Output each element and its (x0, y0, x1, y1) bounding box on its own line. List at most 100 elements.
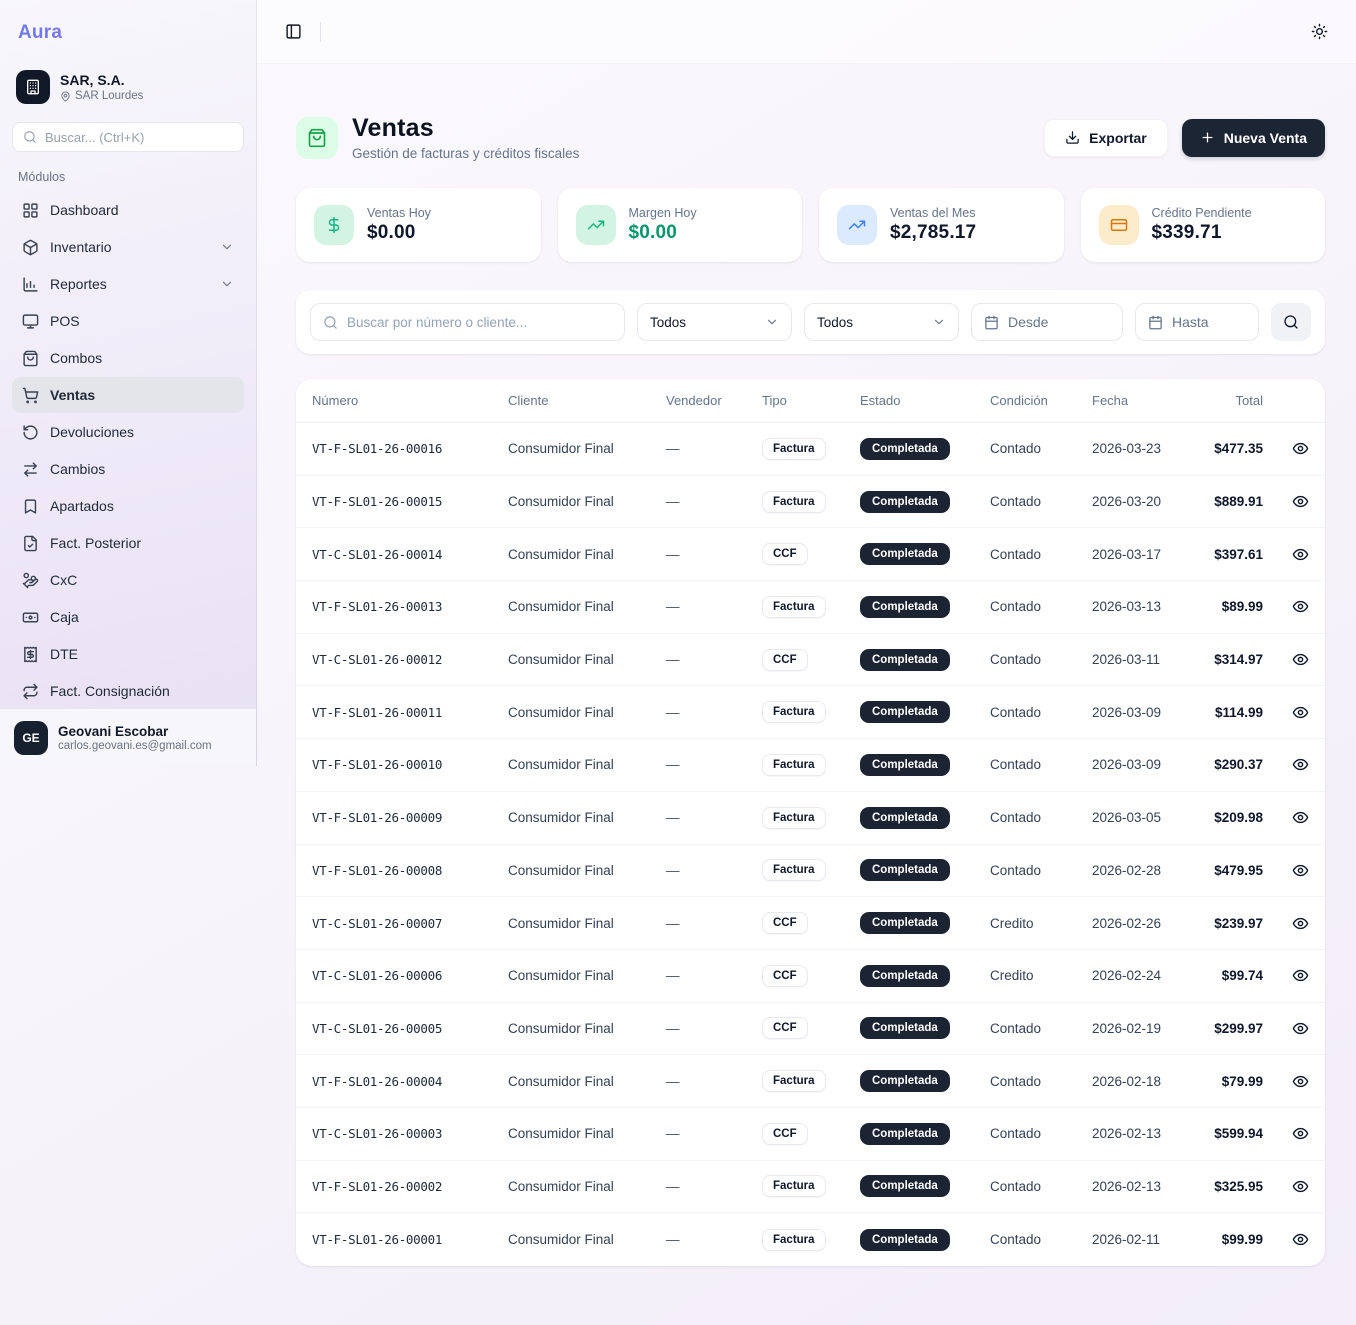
user-menu[interactable]: GE Geovani Escobar carlos.geovani.es@gma… (0, 708, 256, 766)
sidebar-item-combos[interactable]: Combos (12, 340, 244, 376)
table-header-row: Número Cliente Vendedor Tipo Estado Cond… (296, 379, 1325, 423)
view-sale-button[interactable] (1263, 756, 1309, 773)
sale-date: 2026-02-11 (1092, 1232, 1161, 1248)
date-to-field[interactable]: Hasta (1135, 303, 1259, 341)
status-filter-select[interactable]: Todos (804, 303, 959, 341)
sidebar-item-cambios[interactable]: Cambios (12, 451, 244, 487)
view-sale-button[interactable] (1263, 704, 1309, 721)
stat-card-ventas-hoy: Ventas Hoy $0.00 (296, 188, 541, 262)
table-row[interactable]: VT-F-SL01-26-00004 Consumidor Final — Fa… (296, 1055, 1325, 1108)
shopping-bag-icon (22, 350, 39, 367)
table-row[interactable]: VT-C-SL01-26-00005 Consumidor Final — CC… (296, 1003, 1325, 1056)
sidebar-item-caja[interactable]: Caja (12, 599, 244, 635)
repeat-arrows-icon (22, 683, 39, 700)
table-row[interactable]: VT-F-SL01-26-00013 Consumidor Final — Fa… (296, 581, 1325, 634)
table-row[interactable]: VT-C-SL01-26-00012 Consumidor Final — CC… (296, 634, 1325, 687)
sale-vendor: — (666, 546, 680, 562)
sidebar-search[interactable] (12, 122, 244, 152)
view-sale-button[interactable] (1263, 1073, 1309, 1090)
monitor-icon (22, 313, 39, 330)
sale-client: Consumidor Final (508, 1178, 614, 1194)
sidebar-item-fact-consignaci-n[interactable]: Fact. Consignación (12, 673, 244, 709)
table-search-field[interactable] (310, 303, 625, 341)
date-from-field[interactable]: Desde (971, 303, 1123, 341)
table-row[interactable]: VT-F-SL01-26-00016 Consumidor Final — Fa… (296, 423, 1325, 476)
sidebar-item-ventas[interactable]: Ventas (12, 377, 244, 413)
table-row[interactable]: VT-F-SL01-26-00009 Consumidor Final — Fa… (296, 792, 1325, 845)
sale-condition: Contado (990, 652, 1042, 668)
view-sale-button[interactable] (1263, 1125, 1309, 1142)
table-row[interactable]: VT-F-SL01-26-00010 Consumidor Final — Fa… (296, 739, 1325, 792)
stat-value: $0.00 (367, 222, 416, 243)
topbar-divider (320, 21, 321, 42)
chevron-down-icon (932, 315, 946, 329)
table-row[interactable]: VT-C-SL01-26-00003 Consumidor Final — CC… (296, 1108, 1325, 1161)
sale-total: $397.61 (1214, 546, 1263, 562)
table-row[interactable]: VT-F-SL01-26-00011 Consumidor Final — Fa… (296, 686, 1325, 740)
type-badge: Factura (762, 859, 826, 882)
view-sale-button[interactable] (1263, 809, 1309, 826)
new-sale-button[interactable]: Nueva Venta (1181, 118, 1325, 157)
view-sale-button[interactable] (1263, 967, 1309, 984)
sale-number: VT-F-SL01-26-00015 (312, 494, 443, 510)
column-header: Fecha (1092, 393, 1129, 408)
eye-icon (1292, 704, 1309, 721)
sale-date: 2026-02-13 (1092, 1126, 1162, 1142)
stat-label: Ventas Hoy (367, 206, 431, 220)
sale-client: Consumidor Final (508, 546, 614, 562)
table-row[interactable]: VT-C-SL01-26-00007 Consumidor Final — CC… (296, 897, 1325, 950)
filter-search-button[interactable] (1271, 303, 1311, 341)
view-sale-button[interactable] (1263, 915, 1309, 932)
export-button[interactable]: Exportar (1044, 118, 1168, 157)
view-sale-button[interactable] (1263, 1231, 1309, 1248)
table-row[interactable]: VT-C-SL01-26-00006 Consumidor Final — CC… (296, 950, 1325, 1003)
table-row[interactable]: VT-F-SL01-26-00008 Consumidor Final — Fa… (296, 845, 1325, 898)
stats-row: Ventas Hoy $0.00 Margen Hoy $0.00 Vent (296, 188, 1325, 262)
table-row[interactable]: VT-F-SL01-26-00015 Consumidor Final — Fa… (296, 476, 1325, 529)
sidebar-item-dashboard[interactable]: Dashboard (12, 192, 244, 228)
status-badge: Completada (860, 1175, 950, 1198)
stat-value: $339.71 (1151, 222, 1222, 243)
sidebar-item-apartados[interactable]: Apartados (12, 488, 244, 524)
theme-toggle-sun-icon[interactable] (1307, 19, 1332, 44)
table-row[interactable]: VT-F-SL01-26-00001 Consumidor Final — Fa… (296, 1213, 1325, 1266)
sale-total: $239.97 (1214, 915, 1263, 931)
view-sale-button[interactable] (1263, 1178, 1309, 1195)
sale-number: VT-F-SL01-26-00002 (312, 1178, 443, 1194)
sidebar-search-input[interactable] (45, 129, 233, 145)
sidebar-item-pos[interactable]: POS (12, 303, 244, 339)
sale-client: Consumidor Final (508, 652, 614, 668)
sale-total: $599.94 (1214, 1126, 1263, 1142)
sidebar-toggle-icon[interactable] (281, 19, 306, 44)
sidebar-item-dte[interactable]: DTE (12, 636, 244, 672)
topbar (257, 0, 1356, 64)
type-filter-select[interactable]: Todos (637, 303, 792, 341)
table-row[interactable]: VT-F-SL01-26-00002 Consumidor Final — Fa… (296, 1161, 1325, 1214)
stat-card-ventas-mes: Ventas del Mes $2,785.17 (819, 188, 1064, 262)
sidebar-item-fact-posterior[interactable]: Fact. Posterior (12, 525, 244, 561)
view-sale-button[interactable] (1263, 598, 1309, 615)
sidebar-item-inventario[interactable]: Inventario (12, 229, 244, 265)
view-sale-button[interactable] (1263, 1020, 1309, 1037)
table-search-input[interactable] (347, 314, 612, 330)
status-badge: Completada (860, 595, 950, 618)
company-switcher[interactable]: SAR, S.A. SAR Lourdes (16, 70, 242, 104)
view-sale-button[interactable] (1263, 546, 1309, 563)
view-sale-button[interactable] (1263, 862, 1309, 879)
view-sale-button[interactable] (1263, 440, 1309, 457)
status-badge: Completada (860, 859, 950, 882)
sale-date: 2026-02-19 (1092, 1020, 1162, 1036)
sale-vendor: — (666, 704, 680, 720)
eye-icon (1292, 1073, 1309, 1090)
sidebar-item-devoluciones[interactable]: Devoluciones (12, 414, 244, 450)
sale-condition: Contado (990, 1178, 1042, 1194)
sale-condition: Contado (990, 546, 1042, 562)
view-sale-button[interactable] (1263, 651, 1309, 668)
view-sale-button[interactable] (1263, 493, 1309, 510)
sale-total: $209.98 (1214, 810, 1263, 826)
sale-date: 2026-02-28 (1092, 862, 1162, 878)
type-badge: Factura (762, 595, 826, 618)
sidebar-item-reportes[interactable]: Reportes (12, 266, 244, 302)
sidebar-item-cxc[interactable]: CxC (12, 562, 244, 598)
table-row[interactable]: VT-C-SL01-26-00014 Consumidor Final — CC… (296, 528, 1325, 582)
